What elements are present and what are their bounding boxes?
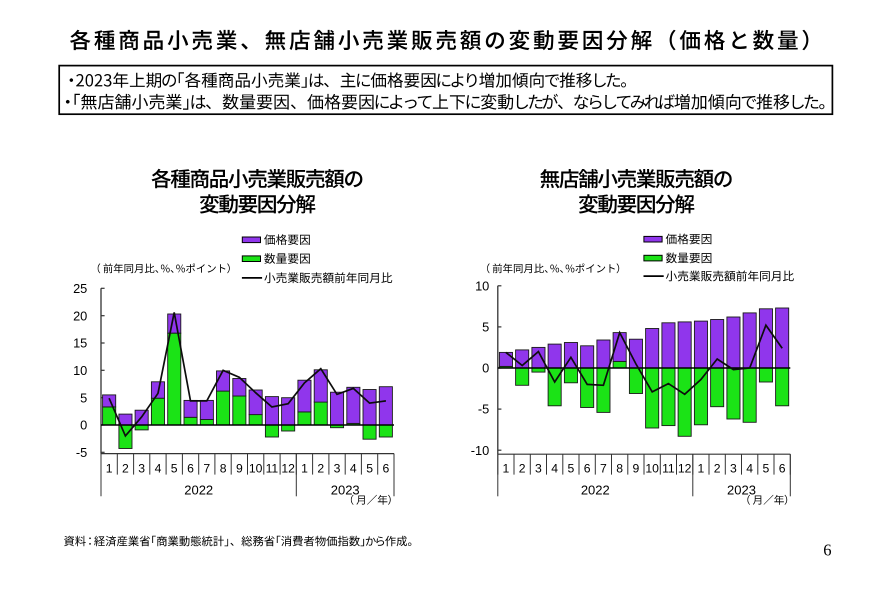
- svg-text:4: 4: [746, 462, 753, 476]
- svg-text:5: 5: [171, 462, 178, 476]
- svg-text:6: 6: [584, 462, 591, 476]
- svg-text:7: 7: [203, 462, 210, 476]
- svg-text:12: 12: [281, 462, 295, 476]
- svg-text:8: 8: [616, 462, 623, 476]
- svg-text:8: 8: [220, 462, 227, 476]
- svg-text:10: 10: [249, 462, 263, 476]
- svg-text:2: 2: [714, 462, 721, 476]
- svg-text:3: 3: [535, 462, 542, 476]
- svg-text:5: 5: [366, 462, 373, 476]
- svg-text:10: 10: [475, 278, 489, 293]
- svg-text:15: 15: [73, 336, 87, 351]
- svg-text:11: 11: [662, 462, 675, 476]
- svg-text:2022: 2022: [581, 482, 610, 497]
- svg-text:-5: -5: [76, 445, 87, 460]
- svg-text:6: 6: [187, 462, 194, 476]
- svg-text:0: 0: [482, 361, 489, 376]
- svg-text:10: 10: [73, 363, 87, 378]
- svg-text:5: 5: [763, 462, 770, 476]
- svg-text:3: 3: [138, 462, 145, 476]
- svg-text:7: 7: [600, 462, 607, 476]
- svg-text:11: 11: [266, 462, 279, 476]
- svg-text:4: 4: [551, 462, 558, 476]
- svg-text:1: 1: [503, 462, 510, 476]
- svg-text:9: 9: [236, 462, 243, 476]
- svg-text:5: 5: [568, 462, 575, 476]
- svg-text:1: 1: [698, 462, 705, 476]
- svg-text:5: 5: [482, 320, 489, 335]
- svg-text:3: 3: [730, 462, 737, 476]
- svg-text:10: 10: [645, 462, 659, 476]
- svg-text:-10: -10: [471, 443, 490, 458]
- svg-text:2022: 2022: [184, 482, 213, 497]
- svg-text:3: 3: [334, 462, 341, 476]
- svg-text:1: 1: [106, 462, 113, 476]
- svg-text:1: 1: [301, 462, 308, 476]
- svg-text:2023: 2023: [331, 482, 360, 497]
- svg-text:20: 20: [73, 308, 87, 323]
- svg-text:2023: 2023: [727, 482, 756, 497]
- svg-text:5: 5: [80, 390, 87, 405]
- svg-text:6: 6: [383, 462, 390, 476]
- svg-text:2: 2: [122, 462, 129, 476]
- svg-text:2: 2: [519, 462, 526, 476]
- svg-text:6: 6: [779, 462, 786, 476]
- svg-text:0: 0: [80, 418, 87, 433]
- svg-text:9: 9: [633, 462, 640, 476]
- svg-text:6: 6: [823, 540, 831, 559]
- svg-text:-5: -5: [478, 402, 489, 417]
- svg-text:2: 2: [317, 462, 324, 476]
- svg-text:25: 25: [73, 281, 87, 296]
- svg-text:12: 12: [678, 462, 692, 476]
- svg-text:4: 4: [155, 462, 162, 476]
- svg-text:4: 4: [350, 462, 357, 476]
